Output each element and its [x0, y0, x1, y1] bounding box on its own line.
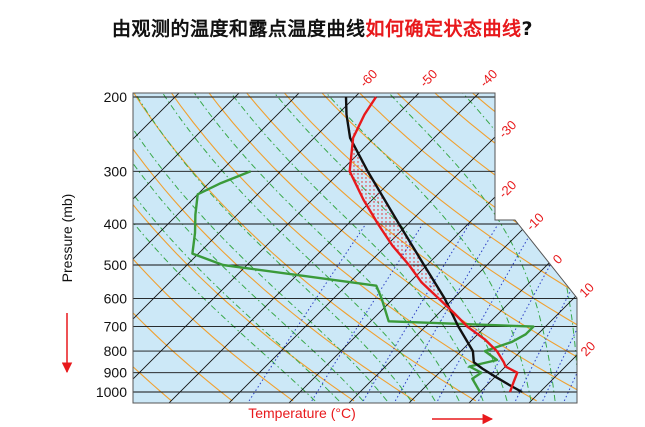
dry-adiabat [316, 93, 577, 402]
mixing-ratio-line [478, 223, 574, 402]
moist-adiabat [610, 78, 634, 401]
moist-adiabat [374, 93, 556, 401]
pressure-tick-label: 600 [104, 290, 128, 306]
temperature-tick-label: -30 [496, 117, 520, 141]
moist-adiabat [152, 93, 436, 402]
pressure-tick-label: 200 [104, 89, 128, 105]
pressure-tick-label: 800 [104, 343, 128, 359]
dry-adiabat [241, 93, 577, 402]
isotherm-line [640, 83, 645, 412]
pressure-tick-label: 900 [104, 365, 128, 381]
dry-adiabat [133, 93, 416, 402]
title-question-mark: ? [521, 18, 534, 40]
moist-adiabat [312, 93, 532, 402]
isotherm-line [133, 93, 190, 403]
isotherm-line [519, 93, 577, 403]
dry-adiabat [133, 93, 477, 402]
dry-adiabat [0, 88, 111, 401]
dry-adiabat [133, 93, 233, 402]
title-highlight: 如何确定状态曲线 [365, 18, 522, 40]
pressure-tick-label: 300 [104, 163, 128, 179]
isotherm-line [219, 93, 550, 403]
isotherm-line [459, 93, 577, 403]
x-axis-label: Temperature (°C) [248, 405, 356, 421]
moist-adiabat [183, 93, 460, 402]
isotherm-line [580, 83, 645, 412]
dry-adiabat [0, 88, 50, 401]
isotherm-line [159, 93, 490, 403]
isotherm-line [133, 93, 310, 403]
temperature-tick-label: 10 [576, 280, 597, 301]
temperature-tick-label: -50 [417, 66, 441, 90]
temperature-curve [348, 96, 519, 393]
title-part1: 由观测的温度和露点温度曲线 [111, 18, 366, 40]
temperature-tick-label: 20 [578, 338, 599, 359]
plot-border [132, 92, 578, 404]
plot-background [133, 93, 577, 403]
temperature-tick-label: -40 [477, 66, 501, 90]
temperature-tick-label: -60 [357, 66, 381, 90]
mixing-ratio-line [311, 223, 424, 402]
dry-adiabat [204, 93, 577, 402]
moist-adiabat [133, 93, 388, 402]
moist-adiabat [133, 93, 364, 402]
pressure-tick-label: 500 [104, 257, 128, 273]
pressure-tick-label: 400 [104, 216, 128, 232]
dewpoint-curve [191, 170, 535, 393]
moist-adiabat [133, 93, 316, 402]
mixing-ratio-line [248, 223, 367, 402]
moist-adiabat [133, 93, 412, 402]
isotherm-line [133, 93, 370, 403]
chart-title: 由观测的温度和露点温度曲线如何确定状态曲线? [0, 14, 645, 41]
y-axis-label: Pressure (mb) [59, 194, 75, 283]
series-layer [191, 96, 535, 394]
temperature-tick-label: 0 [550, 251, 566, 267]
isotherm-line [133, 93, 250, 403]
mixing-ratio-line [598, 224, 645, 401]
dry-adiabat [133, 93, 172, 402]
mixing-ratio-line [394, 223, 499, 402]
dry-adiabat [279, 93, 577, 402]
dry-adiabat [133, 93, 355, 402]
isotherm-line [0, 83, 9, 412]
isotherm-line [339, 93, 577, 403]
dry-adiabat [353, 93, 577, 402]
moist-adiabat [219, 93, 484, 402]
pressure-tick-label: 700 [104, 319, 128, 335]
temperature-tick-label: -10 [523, 210, 547, 234]
dry-adiabat [615, 88, 645, 401]
isotherm-line [133, 93, 430, 403]
pressure-tick-label: 1000 [96, 384, 127, 400]
temperature-tick-label: -20 [496, 177, 520, 201]
